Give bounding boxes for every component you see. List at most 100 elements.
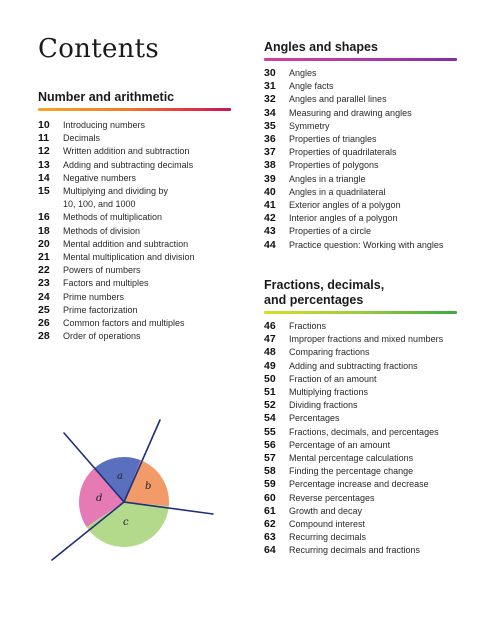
toc-entry-title: Methods of division <box>63 225 141 236</box>
toc-entry-title: Properties of quadrilaterals <box>289 147 397 158</box>
section-title-fractions: Fractions, decimals, and percentages <box>264 278 384 308</box>
toc-entry-title: Symmetry <box>289 120 330 131</box>
toc-list-number: 10 Introducing numbers 11 Decimals 12 Written… <box>38 119 238 343</box>
toc-page-number: 11 <box>38 132 50 145</box>
toc-page-number: 42 <box>264 212 276 225</box>
toc-entry: 13 Adding and subtracting decimals <box>38 159 238 172</box>
toc-entry-title: Methods of multiplication <box>63 212 163 223</box>
toc-page-number: 57 <box>264 452 276 465</box>
toc-page-number: 50 <box>264 372 276 385</box>
toc-entry-title: Reverse percentages <box>289 492 375 503</box>
toc-entry-title: Practice question: Working with angles <box>289 239 444 250</box>
toc-entry: 15 Multiplying and dividing by 10, 100, a… <box>38 185 238 211</box>
toc-entry: 18 Methods of division <box>38 225 238 238</box>
toc-entry: 30 Angles <box>264 67 489 80</box>
section-rule-number <box>38 108 231 111</box>
toc-page-number: 16 <box>38 211 50 224</box>
toc-entry: 43 Properties of a circle <box>264 225 489 238</box>
toc-entry-title: Growth and decay <box>289 505 363 516</box>
toc-entry: 63 Recurring decimals <box>264 531 489 544</box>
sector-b <box>124 457 169 512</box>
toc-entry: 35 Symmetry <box>264 120 489 133</box>
toc-entry-title: Multiplying and dividing by 10, 100, and… <box>63 186 169 210</box>
toc-page-number: 52 <box>264 399 276 412</box>
toc-entry: 24 Prime numbers <box>38 291 238 304</box>
toc-entry: 57 Mental percentage calculations <box>264 452 489 465</box>
toc-entry: 41 Exterior angles of a polygon <box>264 199 489 212</box>
toc-page-number: 14 <box>38 171 50 184</box>
angle-label-a: a <box>117 471 123 482</box>
toc-entry: 55 Fractions, decimals, and percentages <box>264 426 489 439</box>
toc-entry-title: Compound interest <box>289 519 366 530</box>
toc-page-number: 48 <box>264 346 276 359</box>
toc-entry-title: Percentage of an amount <box>289 439 391 450</box>
toc-entry-title: Percentages <box>289 413 340 424</box>
toc-entry-title: Comparing fractions <box>289 347 370 358</box>
toc-entry: 47 Improper fractions and mixed numbers <box>264 333 489 346</box>
toc-entry: 60 Reverse percentages <box>264 492 489 505</box>
toc-entry-title: Factors and multiples <box>63 278 149 289</box>
toc-page-number: 44 <box>264 238 276 251</box>
toc-page-number: 60 <box>264 491 276 504</box>
toc-entry: 61 Growth and decay <box>264 505 489 518</box>
toc-entry-title: Properties of polygons <box>289 160 379 171</box>
toc-entry: 48 Comparing fractions <box>264 346 489 359</box>
toc-entry: 25 Prime factorization <box>38 304 238 317</box>
page-title: Contents <box>38 34 160 64</box>
angle-label-c: c <box>123 517 129 528</box>
toc-entry: 23 Factors and multiples <box>38 277 238 290</box>
toc-page-number: 21 <box>38 251 50 264</box>
toc-page-number: 56 <box>264 438 276 451</box>
toc-entry-title: Negative numbers <box>63 172 137 183</box>
toc-entry-title: Decimals <box>63 133 101 144</box>
toc-entry: 14 Negative numbers <box>38 172 238 185</box>
toc-page-number: 25 <box>38 303 50 316</box>
ray-upper-left <box>63 432 125 503</box>
toc-page-number: 22 <box>38 264 50 277</box>
section-title-fractions-line1: Fractions, decimals, <box>264 278 385 292</box>
toc-entry-title: Order of operations <box>63 331 141 342</box>
toc-entry: 31 Angle facts <box>264 80 489 93</box>
section-title-angles: Angles and shapes <box>264 40 378 54</box>
toc-page-number: 12 <box>38 145 50 158</box>
toc-entry-title: Angle facts <box>289 81 334 92</box>
toc-page-number: 49 <box>264 359 276 372</box>
ray-upper-right <box>123 419 161 503</box>
toc-page-number: 30 <box>264 67 276 79</box>
toc-entry: 11 Decimals <box>38 132 238 145</box>
toc-page-number: 32 <box>264 93 276 106</box>
toc-page-number: 61 <box>264 504 276 517</box>
toc-page-number: 35 <box>264 119 276 132</box>
diagram-lines <box>51 419 214 561</box>
toc-entry: 44 Practice question: Working with angles <box>264 239 489 252</box>
toc-entry: 54 Percentages <box>264 412 489 425</box>
toc-entry: 56 Percentage of an amount <box>264 439 489 452</box>
toc-entry-title: Angles in a quadrilateral <box>289 186 386 197</box>
toc-entry: 59 Percentage increase and decrease <box>264 478 489 491</box>
toc-entry-title: Percentage increase and decrease <box>289 479 429 490</box>
ray-right <box>123 501 214 515</box>
toc-entry-title: Fraction of an amount <box>289 373 377 384</box>
toc-entry-title: Recurring decimals and fractions <box>289 545 421 556</box>
toc-entry-title: Angles <box>289 68 317 78</box>
toc-page-number: 10 <box>38 119 50 131</box>
toc-entry-title: Common factors and multiples <box>63 318 185 329</box>
angles-around-point-diagram: a b c d <box>51 419 214 561</box>
toc-entry: 51 Multiplying fractions <box>264 386 489 399</box>
toc-page-number: 26 <box>38 317 50 330</box>
toc-entry: 16 Methods of multiplication <box>38 211 238 224</box>
toc-entry-title: Multiplying fractions <box>289 387 369 398</box>
section-rule-fractions <box>264 311 457 314</box>
section-title-fractions-line2: and percentages <box>264 293 364 307</box>
toc-page-number: 64 <box>264 544 276 557</box>
toc-entry-title: Recurring decimals <box>289 532 367 543</box>
toc-page-number: 34 <box>264 106 276 119</box>
toc-page-number: 43 <box>264 225 276 238</box>
toc-page-number: 20 <box>38 237 50 250</box>
toc-page-number: 59 <box>264 478 276 491</box>
toc-entry-title: Mental percentage calculations <box>289 453 414 464</box>
toc-entry-title: Fractions, decimals, and percentages <box>289 426 439 437</box>
toc-entry: 40 Angles in a quadrilateral <box>264 186 489 199</box>
toc-entry-title: Measuring and drawing angles <box>289 107 412 118</box>
toc-page-number: 46 <box>264 320 276 332</box>
